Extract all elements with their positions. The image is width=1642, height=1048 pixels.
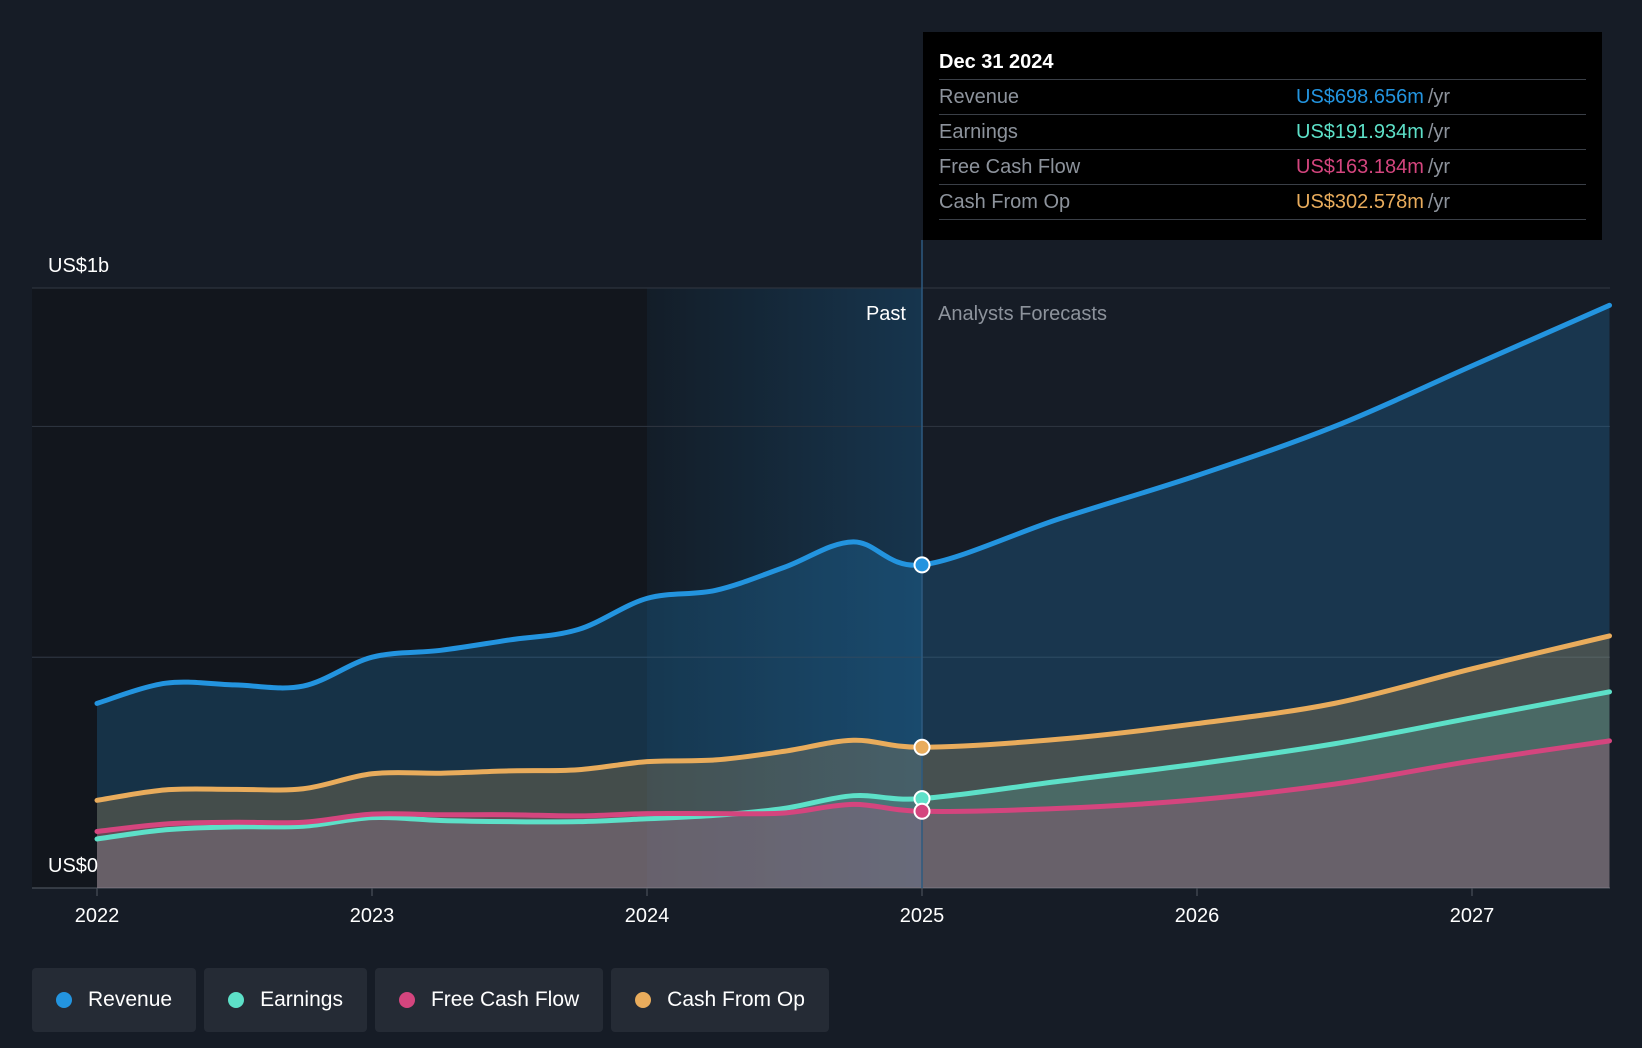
legend-item-earnings[interactable]: Earnings — [204, 968, 367, 1032]
legend-label: Cash From Op — [667, 988, 805, 1011]
legend-dot-icon — [398, 992, 415, 1008]
legend-label: Earnings — [260, 988, 343, 1011]
x-tick-label: 2023 — [350, 905, 395, 927]
tooltip-row-label: Free Cash Flow — [939, 156, 1081, 178]
legend-dot-icon — [635, 992, 652, 1008]
cash-from-op-marker — [913, 738, 931, 756]
legend-dot-icon — [56, 992, 72, 1008]
x-tick-label: 2022 — [75, 905, 120, 927]
tooltip-row-value: US$302.578m/yr — [1296, 191, 1451, 213]
y-axis-bottom-label: US$0 — [48, 855, 98, 877]
tooltip-row-revenue: Revenue US$698.656m/yr — [939, 79, 1586, 114]
tooltip-row-label: Revenue — [939, 86, 1020, 108]
tooltip-row-value: US$191.934m/yr — [1296, 121, 1451, 143]
tooltip-row-value: US$163.184m/yr — [1296, 156, 1451, 178]
cash-from-op-line — [94, 633, 1612, 803]
y-axis-top-label: US$1b — [48, 255, 109, 277]
hover-markers — [913, 556, 931, 820]
tooltip-row-free-cash-flow: Free Cash Flow US$163.184m/yr — [939, 149, 1586, 184]
x-tick-label: 2027 — [1450, 905, 1495, 927]
x-tick-label: 2026 — [1175, 905, 1220, 927]
x-tick-label: 2025 — [900, 905, 945, 927]
legend-label: Revenue — [88, 988, 173, 1011]
legend: Revenue Earnings Free Cash Flow Cash From O… — [32, 968, 829, 1032]
tooltip-row-cash-from-op: Cash From Op US$302.578m/yr — [939, 184, 1586, 220]
legend-dot-icon — [228, 992, 245, 1008]
tooltip-row-value: US$698.656m/yr — [1296, 86, 1451, 108]
revenue-marker — [913, 556, 931, 574]
tooltip-row-earnings: Earnings US$191.934m/yr — [939, 114, 1586, 149]
free-cash-flow-line — [94, 738, 1612, 834]
legend-item-cash-from-op[interactable]: Cash From Op — [611, 968, 829, 1032]
series-areas — [97, 305, 1610, 888]
forecast-label: Analysts Forecasts — [938, 303, 1107, 325]
free-cash-flow-area — [97, 740, 1610, 888]
series-lines — [94, 302, 1612, 842]
gridlines — [32, 287, 1610, 889]
cash-from-op-area — [97, 635, 1610, 888]
legend-label: Free Cash Flow — [430, 988, 580, 1011]
legend-item-revenue[interactable]: Revenue — [32, 968, 197, 1032]
past-label: Past — [866, 303, 906, 325]
tooltip-date: Dec 31 2024 — [939, 51, 1054, 73]
revenue-line — [94, 302, 1612, 706]
revenue-area — [97, 305, 1610, 888]
free-cash-flow-marker — [913, 802, 931, 820]
earnings-area — [97, 691, 1610, 888]
legend-item-free-cash-flow[interactable]: Free Cash Flow — [374, 968, 604, 1032]
tooltip-row-label: Cash From Op — [939, 191, 1071, 213]
x-tick-label: 2024 — [625, 905, 670, 927]
tooltip-row-label: Earnings — [939, 121, 1018, 143]
highlight-region — [647, 288, 922, 888]
tooltip: Dec 31 2024 Revenue US$698.656m/yr Earning… — [923, 32, 1602, 240]
x-axis-ticks: 2022 2023 2024 2025 2026 2027 — [75, 888, 1495, 927]
